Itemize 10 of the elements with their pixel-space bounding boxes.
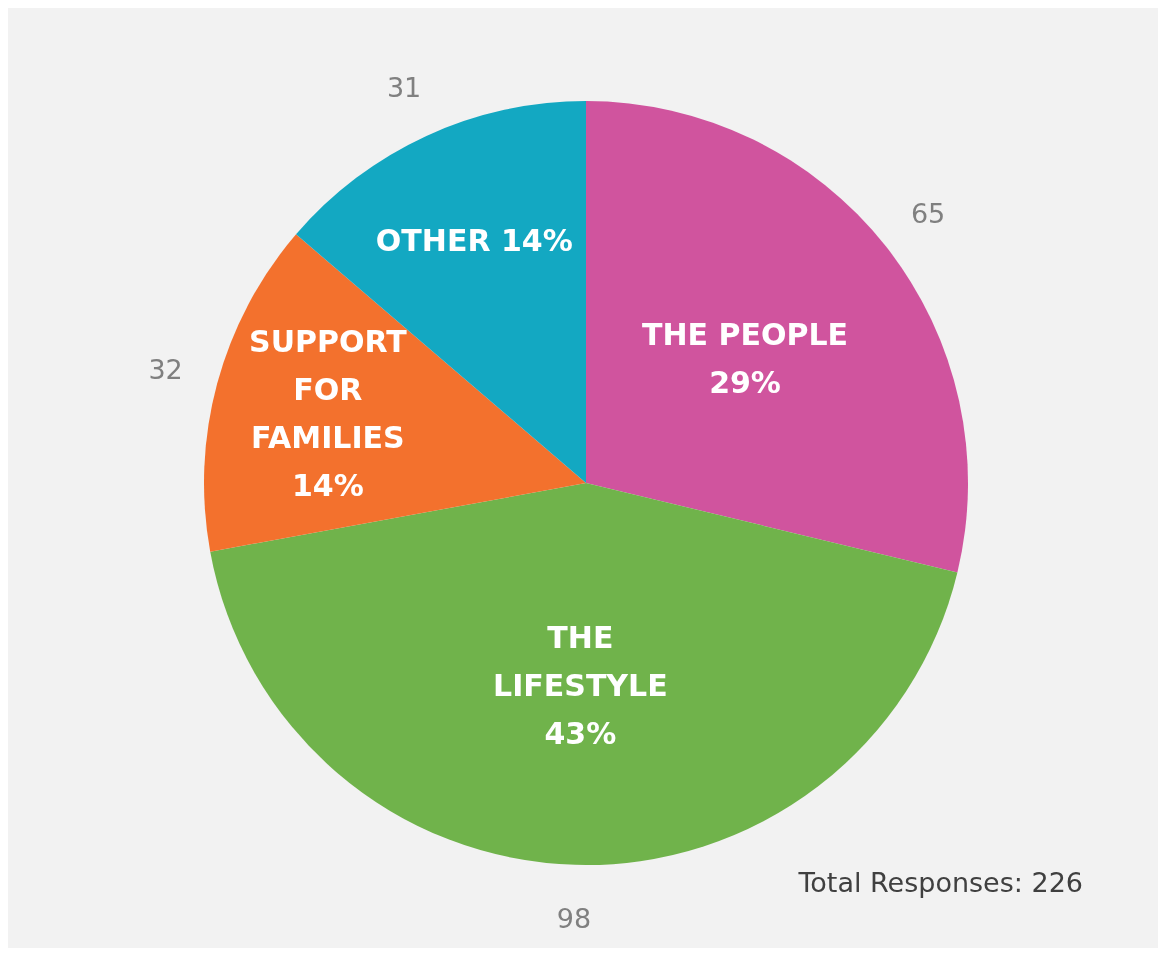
pie-slice — [586, 101, 968, 573]
slice-label: THE LIFESTYLE 43% — [493, 619, 668, 751]
data-label: 98 — [556, 902, 592, 934]
slice-label: OTHER 14% — [375, 222, 573, 258]
slice-label: THE PEOPLE 29% — [641, 316, 849, 400]
data-label: 32 — [148, 353, 183, 385]
data-label: 31 — [386, 71, 422, 103]
data-label: 65 — [910, 198, 946, 230]
text: Total Responses: 226 — [798, 867, 1083, 898]
slice-label: SUPPORT FOR FAMILIES 14% — [249, 323, 408, 503]
